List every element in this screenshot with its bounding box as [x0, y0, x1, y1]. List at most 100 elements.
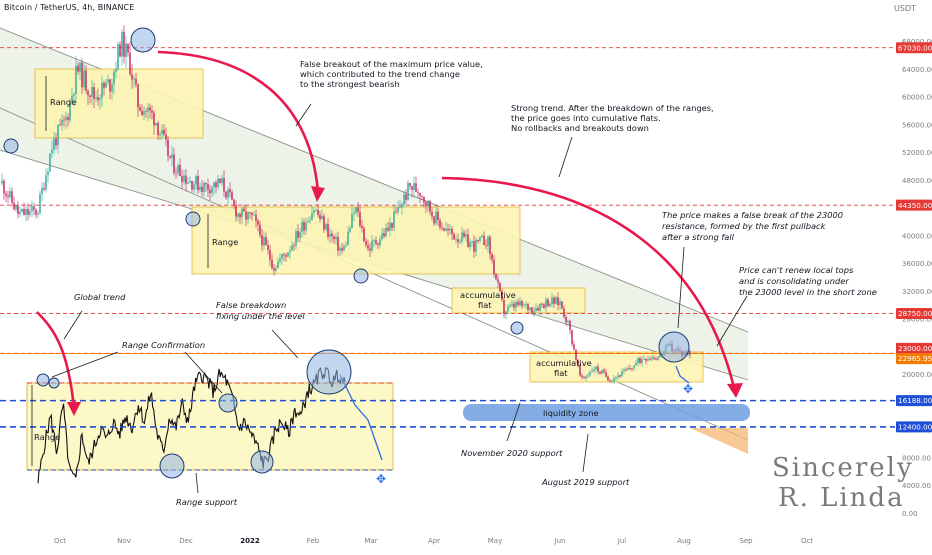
candle-body	[391, 222, 393, 228]
time-axis: Oct Nov Dec 2022 Feb Mar Apr May Jun Jul Aug Sep Oct	[54, 537, 813, 545]
candle-body	[523, 304, 525, 306]
x-tick-label: Aug	[677, 537, 691, 545]
candle-body	[395, 211, 397, 213]
candle-body	[393, 211, 395, 228]
candle-body	[381, 233, 383, 240]
candle-body	[221, 178, 223, 184]
candle-body	[1, 180, 3, 184]
candle-body	[581, 375, 583, 377]
y-tick-label: 40000.00	[902, 232, 932, 240]
candle-body	[427, 200, 429, 206]
candle-body	[133, 78, 135, 80]
candle-body	[139, 107, 141, 111]
candle-body	[117, 44, 119, 69]
candle-body	[349, 228, 351, 232]
candle-body	[331, 233, 333, 237]
candle-body	[565, 316, 567, 323]
highlight-circles	[3, 27, 690, 479]
candle-body	[657, 356, 659, 360]
candle-body	[441, 227, 443, 229]
candle-body	[429, 200, 431, 212]
candle-body	[367, 245, 369, 249]
candle-body	[177, 164, 179, 173]
candle-body	[45, 175, 47, 190]
range-support-label: Range support	[176, 497, 238, 507]
candle-body	[243, 208, 245, 212]
x-tick-label: Oct	[801, 537, 813, 545]
candle-body	[297, 231, 299, 238]
candle-body	[401, 205, 403, 208]
candle-body	[153, 112, 155, 126]
candle-body	[539, 303, 541, 311]
candle-body	[579, 364, 581, 376]
candle-body	[199, 186, 201, 191]
y-tick-label: 0.00	[902, 510, 918, 518]
candle-body	[605, 372, 607, 377]
candle-body	[555, 297, 557, 304]
candle-body	[611, 381, 613, 382]
candle-body	[169, 155, 171, 158]
candle-body	[273, 268, 275, 271]
candle-body	[363, 228, 365, 242]
candle-body	[621, 370, 623, 377]
candle-body	[369, 248, 371, 251]
candle-body	[419, 192, 421, 196]
candle-body	[387, 227, 389, 231]
candle-body	[343, 246, 345, 251]
candle-body	[463, 232, 465, 237]
candle-body	[115, 68, 117, 72]
candle-body	[29, 210, 31, 215]
candle-body	[159, 133, 161, 136]
symbol-header[interactable]: Bitcoin / TetherUS, 4h, BINANCE	[4, 3, 135, 12]
candle-body	[567, 320, 569, 323]
range-label-2: Range	[212, 237, 238, 247]
candle-body	[59, 124, 61, 126]
accum-1-line2: flat	[478, 300, 492, 310]
candle-body	[413, 183, 415, 190]
range-label-1: Range	[50, 97, 76, 107]
candle-body	[633, 365, 635, 369]
candle-body	[371, 240, 373, 251]
candle-body	[307, 220, 309, 223]
candle-body	[245, 211, 247, 220]
candle-body	[173, 154, 175, 173]
false-breakout-3: to the strongest bearish	[300, 79, 400, 89]
candle-body	[89, 95, 91, 97]
candle-body	[455, 239, 457, 241]
range-box-1	[34, 68, 204, 139]
candle-body	[383, 233, 385, 237]
candle-body	[103, 82, 105, 88]
candle-body	[637, 358, 639, 363]
candle-body	[575, 349, 577, 361]
candle-body	[559, 301, 561, 305]
candle-body	[39, 193, 41, 214]
candle-body	[639, 358, 641, 363]
candle-body	[487, 236, 489, 246]
liquidity-label: liquidity zone	[543, 408, 599, 418]
candle-body	[625, 369, 627, 371]
candle-body	[329, 233, 331, 237]
candle-body	[613, 378, 615, 382]
arrow-heads	[67, 186, 743, 416]
candle-body	[445, 228, 447, 231]
candle-body	[339, 248, 341, 251]
candle-body	[627, 368, 629, 370]
svg-text:✥: ✥	[683, 382, 693, 396]
candle-body	[25, 208, 27, 215]
candle-body	[299, 232, 301, 238]
candle-body	[423, 196, 425, 203]
candle-body	[375, 240, 377, 244]
candle-body	[417, 191, 419, 193]
x-tick-label: Mar	[364, 537, 377, 545]
candle-body	[537, 308, 539, 311]
candle-body	[521, 300, 523, 306]
candle-body	[135, 78, 137, 85]
price-badge	[896, 342, 932, 354]
candle-body	[499, 282, 501, 292]
candle-body	[515, 302, 517, 308]
candle-body	[631, 368, 633, 370]
candle-body	[557, 297, 559, 305]
candle-body	[617, 375, 619, 378]
candle-body	[599, 371, 601, 374]
